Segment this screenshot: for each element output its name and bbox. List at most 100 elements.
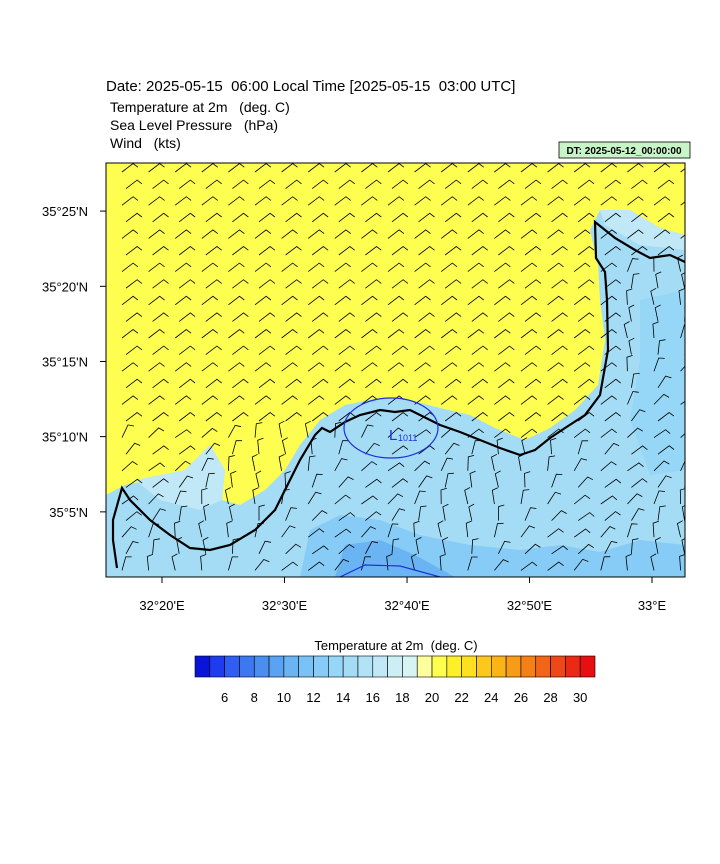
wind-barb [152,245,169,256]
wind-barb [680,460,685,471]
wind-barb [551,473,563,488]
wind-barb [232,212,249,223]
wind-barb [258,378,276,389]
wind-barb [465,520,472,538]
wind-barb [152,312,169,322]
wind-barb [441,537,448,554]
wind-barb [252,487,259,505]
wind-barb [148,523,160,538]
wind-barb [174,520,181,538]
wind-barb [573,395,591,405]
wind-barb [494,362,511,372]
wind-barb [520,196,538,206]
wind-barb [524,179,542,189]
wind-barb [626,288,633,305]
wind-barb [600,262,617,272]
wind-barb [148,395,165,405]
wind-barb [311,378,329,389]
wind-barb [311,545,329,555]
wind-barb [410,553,417,571]
wind-barb [334,395,351,405]
wind-barb [414,490,426,505]
wind-barb [573,528,591,538]
wind-barb [391,179,409,189]
wind-barb [311,212,329,223]
wind-barb [677,254,683,272]
wind-barb [471,312,488,322]
wind-barb [471,538,479,554]
wind-barb [148,328,165,339]
wind-barb [681,538,685,554]
wind-barb [418,345,435,355]
wind-barb [604,312,621,322]
wind-barb [627,258,639,272]
wind-barb [152,378,169,389]
wind-barb [657,375,672,389]
wind-barb [174,295,192,306]
wind-barb [361,262,378,272]
wind-barb [551,411,568,422]
colorbar-label: 6 [221,690,228,705]
wind-barb [650,553,657,571]
wind-barb [178,179,196,189]
colorbar-label: 20 [425,690,439,705]
wind-barb [258,411,276,422]
wind-barb [391,312,409,322]
wind-barb [547,491,562,505]
wind-barb [604,179,621,189]
wind-barb [524,245,542,256]
wind-barb [338,212,355,223]
wind-barb [520,525,536,538]
wind-barb [442,503,449,521]
wind-barb [604,345,621,355]
wind-barb [627,229,644,239]
wind-barb [201,457,214,471]
map-field: L 1011 [106,163,685,577]
wind-barb [440,196,458,206]
wind-barb [577,179,595,189]
colorbar-label: 8 [251,690,258,705]
wind-barb [600,229,617,239]
wind-barb [653,255,660,272]
colorbar-box [579,655,596,678]
wind-barb [547,362,564,372]
wind-barb [653,429,671,438]
wind-barb [226,520,233,538]
wind-barb [281,262,298,272]
wind-barb [361,229,378,239]
wind-barb [152,538,160,554]
wind-barb [494,395,511,405]
wind-barb [684,386,685,389]
wind-barb [174,196,192,206]
wind-barb [152,478,169,488]
wind-barb [121,229,139,239]
colorbar-label: 18 [395,690,409,705]
wind-barb [414,429,431,438]
wind-barb [577,378,595,389]
wind-barb [365,179,382,189]
pressure-contour [339,564,441,577]
wind-barb [547,455,556,471]
wind-barb [498,345,515,355]
wind-barb [281,362,298,372]
wind-barb [174,362,192,372]
wind-barb [573,196,591,206]
wind-barb [631,179,648,189]
colorbar-box [387,655,403,678]
wind-barb [201,362,218,372]
wind-barb [414,362,431,372]
wind-barb [684,483,685,488]
wind-barb [524,543,541,555]
wind-barb [311,473,323,488]
wind-barb [152,411,169,422]
wind-barb [125,312,143,322]
colorbar-box [268,655,285,678]
colorbar-box [313,655,329,678]
wind-barb [254,229,272,239]
wind-barb [418,179,435,189]
wind-barb [680,400,685,405]
wind-barb [228,455,235,471]
wind-barb [391,445,409,455]
wind-barb [547,395,564,405]
wind-barb [471,378,488,389]
